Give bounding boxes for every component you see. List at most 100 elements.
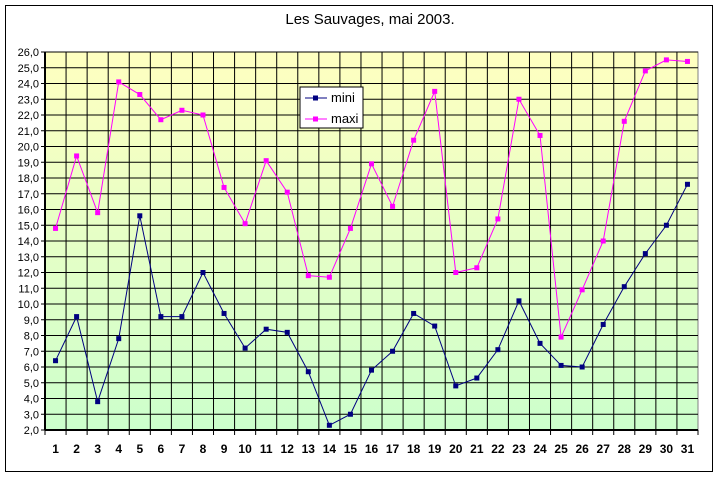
mini-point [495,347,501,353]
y-tick-label: 8,0 [24,331,39,343]
maxi-point [411,137,417,143]
x-tick-label: 5 [136,442,143,456]
legend-mini-label: mini [331,90,355,105]
mini-point [558,362,564,368]
x-tick-label: 3 [94,442,101,456]
y-tick-label: 4,0 [24,394,39,406]
y-tick-label: 2,0 [24,425,39,437]
maxi-point [305,273,311,279]
y-tick-label: 24,0 [18,79,39,91]
maxi-point [179,107,185,113]
y-tick-label: 16,0 [18,205,39,217]
x-tick-label: 2 [73,442,80,456]
series-mini [53,181,690,428]
legend-box [299,86,364,129]
x-tick-label: 11 [260,442,273,456]
maxi-point [495,216,501,222]
x-tick-label: 6 [158,442,165,456]
legend-mini-marker [313,95,318,101]
x-tick-label: 29 [639,442,653,456]
mini-point [369,367,374,373]
maxi-point [263,158,269,164]
mini-point [242,345,248,351]
mini-point [579,364,585,370]
mini-point [621,284,627,290]
maxi-point [474,265,480,271]
mini-point [347,411,353,417]
mini-point [642,251,648,257]
maxi-point [432,88,438,94]
x-tick-label: 20 [449,442,463,456]
mini-point [663,222,669,228]
maxi-point [516,96,522,102]
maxi-point [600,238,606,244]
x-tick-label: 19 [428,442,442,456]
x-tick-label: 7 [179,442,186,456]
maxi-point [200,112,206,118]
maxi-point [537,132,543,138]
maxi-point [621,118,627,124]
x-tick-label: 9 [221,442,228,456]
maxi-point [390,203,396,209]
mini-point [390,348,396,354]
x-tick-label: 1 [52,442,59,456]
maxi-point [74,153,80,159]
y-tick-label: 20,0 [18,142,39,154]
mini-point [263,326,269,332]
mini-point [179,314,185,320]
mini-point [137,213,143,219]
y-tick-label: 10,0 [18,299,39,311]
x-tick-label: 4 [115,442,122,456]
x-tick-label: 27 [597,442,611,456]
mini-point [305,369,311,375]
mini-point [95,399,101,405]
y-tick-label: 11,0 [18,283,39,295]
mini-point [158,314,164,320]
maxi-point [242,221,248,227]
x-tick-label: 24 [533,442,547,456]
series-maxi [53,57,690,340]
y-tick-label: 7,0 [24,346,39,358]
x-tick-label: 26 [575,442,589,456]
series-group [53,57,690,428]
maxi-point [53,225,59,231]
maxi-point [137,92,143,98]
y-tick-label: 18,0 [18,173,39,185]
x-tick-label: 31 [681,442,695,456]
maxi-point [642,68,648,74]
mini-point [74,314,80,320]
y-tick-label: 9,0 [24,315,39,327]
x-tick-label: 15 [344,442,358,456]
mini-point [53,358,59,364]
y-tick-label: 12,0 [18,268,39,280]
maxi-point [558,334,564,340]
y-tick-label: 5,0 [24,378,39,390]
x-tick-label: 13 [302,442,316,456]
y-tick-label: 26,0 [18,47,39,59]
x-tick-label: 16 [365,442,379,456]
y-axis-labels: 2,0 3,0 4,0 5,0 6,0 7,0 8,0 9,0 10,0 11,0 12,0 13,0… [18,47,39,437]
x-tick-label: 28 [618,442,632,456]
mini-point [326,422,332,428]
y-tick-label: 17,0 [18,189,39,201]
maxi-point [663,57,669,63]
maxi-point [684,58,690,64]
legend-maxi-label: maxi [331,111,359,126]
x-tick-label: 30 [660,442,674,456]
axes [41,51,699,435]
maxi-point [158,117,164,123]
x-tick-label: 17 [386,442,400,456]
mini-point [432,323,438,329]
y-tick-label: 15,0 [18,220,39,232]
maxi-point [326,274,332,280]
mini-point [684,181,690,187]
legend: mini maxi [299,86,364,129]
maxi-point [579,287,585,293]
y-tick-label: 22,0 [18,110,39,122]
maxi-point [453,270,459,275]
maxi-point [95,210,101,216]
mini-point [221,310,227,316]
legend-maxi-marker [313,116,318,122]
mini-point [284,329,290,335]
